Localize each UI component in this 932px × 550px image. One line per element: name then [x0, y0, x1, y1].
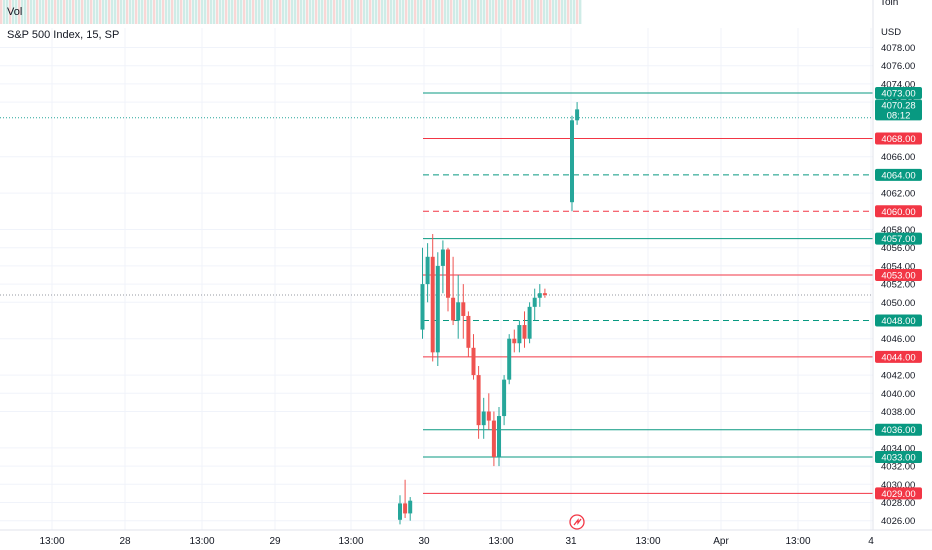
candle-5: [430, 234, 435, 362]
price-tick-6: 4058.00: [881, 225, 915, 236]
price-tick-14: 4038.00: [881, 407, 915, 418]
level-label-7: 4044.00: [875, 350, 922, 363]
candle-28: [570, 115, 574, 212]
level-label-6: 4048.00: [875, 314, 922, 327]
svg-text:4033.00: 4033.00: [881, 453, 915, 464]
candle-25: [532, 288, 537, 321]
candle-10: [456, 275, 461, 339]
time-tick-5: 30: [418, 536, 430, 547]
time-tick-9: Apr: [713, 536, 729, 547]
price-tick-5: 4062.00: [881, 189, 915, 200]
svg-text:4036.00: 4036.00: [881, 425, 915, 436]
time-tick-10: 13:00: [785, 536, 810, 547]
candle-6: [435, 252, 440, 366]
svg-text:4073.00: 4073.00: [881, 89, 915, 100]
level-label-5: 4053.00: [875, 269, 922, 282]
time-tick-2: 13:00: [189, 536, 214, 547]
price-tick-18: 4028.00: [881, 498, 915, 509]
time-tick-0: 13:00: [39, 536, 64, 547]
current-price: 4070.28: [881, 100, 915, 111]
price-tick-9: 4052.00: [881, 280, 915, 291]
svg-text:4048.00: 4048.00: [881, 316, 915, 327]
time-tick-4: 13:00: [338, 536, 363, 547]
level-label-1: 4068.00: [875, 132, 922, 145]
price-tick-16: 4032.00: [881, 462, 915, 473]
price-tick-17: 4030.00: [881, 480, 915, 491]
candle-17: [491, 411, 496, 467]
candlesticks: [398, 102, 580, 525]
svg-text:4060.00: 4060.00: [881, 207, 915, 218]
top-right-partial-label: Tolh: [880, 0, 898, 8]
candle-7: [440, 240, 445, 294]
candle-19: [502, 375, 507, 426]
candle-14: [476, 366, 481, 439]
time-tick-6: 13:00: [488, 536, 513, 547]
candle-20: [507, 334, 512, 385]
svg-text:4064.00: 4064.00: [881, 170, 915, 181]
candle-11: [461, 284, 466, 339]
time-tick-3: 29: [269, 536, 281, 547]
level-label-0: 4073.00: [875, 87, 922, 100]
price-tick-15: 4034.00: [881, 443, 915, 454]
price-tick-11: 4046.00: [881, 334, 915, 345]
time-tick-8: 13:00: [635, 536, 660, 547]
candle-16: [486, 393, 491, 430]
candle-1: [403, 479, 408, 518]
svg-text:4029.00: 4029.00: [881, 489, 915, 500]
level-label-9: 4033.00: [875, 451, 922, 464]
price-tick-1: 4076.00: [881, 61, 915, 72]
candle-3: [420, 247, 425, 339]
price-tick-12: 4042.00: [881, 371, 915, 382]
svg-text:4057.00: 4057.00: [881, 234, 915, 245]
candle-15: [481, 397, 486, 439]
volume-bars: [0, 0, 582, 24]
price-tick-8: 4054.00: [881, 261, 915, 272]
time-tick-1: 28: [119, 536, 131, 547]
bar-countdown: 08:12: [887, 110, 911, 121]
volume-legend[interactable]: Vol: [7, 6, 23, 18]
candle-21: [512, 329, 517, 353]
level-label-10: 4029.00: [875, 487, 922, 500]
candle-13: [471, 334, 476, 380]
candle-26: [537, 284, 542, 307]
candle-23: [522, 311, 527, 348]
time-tick-11: 4: [868, 536, 874, 547]
symbol-legend[interactable]: S&P 500 Index, 15, SP: [7, 29, 120, 41]
candle-27: [542, 288, 547, 298]
candle-0: [398, 495, 402, 525]
level-price-labels: 4073.00 4068.00 4064.00 4060.00 4057.00 4053.…: [875, 87, 922, 500]
level-label-4: 4057.00: [875, 232, 922, 245]
level-label-3: 4060.00: [875, 205, 922, 218]
tradingview-logo-icon[interactable]: [569, 514, 585, 530]
candle-4: [425, 243, 430, 303]
level-label-8: 4036.00: [875, 423, 922, 436]
currency-label: USD: [881, 27, 901, 38]
candle-29: [575, 102, 580, 125]
price-tick-13: 4040.00: [881, 389, 915, 400]
time-axis[interactable]: 13:00 28 13:00 29 13:00 30 13:00 31 13:00 Apr 13:0…: [39, 536, 874, 547]
candle-22: [517, 320, 522, 353]
candle-8: [446, 247, 450, 312]
price-tick-19: 4026.00: [881, 516, 915, 527]
svg-text:4044.00: 4044.00: [881, 352, 915, 363]
price-tick-7: 4056.00: [881, 243, 915, 254]
candle-2: [408, 497, 413, 521]
candle-12: [466, 311, 471, 357]
price-tick-4: 4066.00: [881, 152, 915, 163]
price-tick-10: 4050.00: [881, 298, 915, 309]
level-label-2: 4064.00: [875, 168, 922, 181]
price-tick-0: 4078.00: [881, 43, 915, 54]
candle-9: [451, 256, 456, 326]
candle-24: [527, 302, 532, 344]
candle-18: [497, 406, 501, 467]
price-tick-2: 4074.00: [881, 79, 915, 90]
svg-text:4053.00: 4053.00: [881, 271, 915, 282]
svg-text:4068.00: 4068.00: [881, 134, 915, 145]
time-tick-7: 31: [565, 536, 577, 547]
